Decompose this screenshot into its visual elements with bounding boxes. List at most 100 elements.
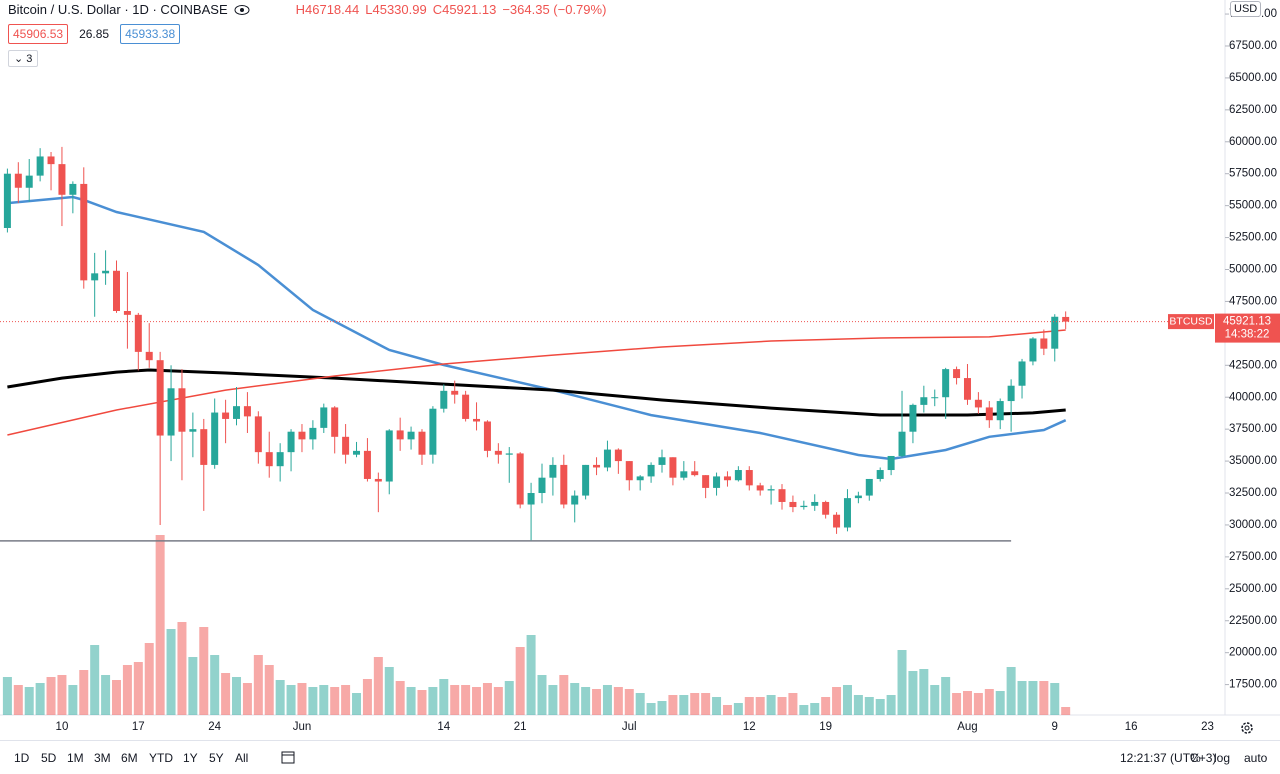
volume-bar <box>450 685 460 715</box>
candle-body <box>996 401 1004 421</box>
y-tick-label: 40000.00 <box>1229 391 1277 403</box>
candle-body <box>756 485 764 491</box>
scale-option[interactable]: log <box>1214 751 1231 765</box>
candle-body <box>407 431 415 440</box>
volume-bar <box>439 679 449 715</box>
candle-body <box>102 270 110 274</box>
volume-bar <box>504 681 514 715</box>
volume-bar <box>766 695 776 715</box>
candle-body <box>843 498 851 528</box>
candle-body <box>734 470 742 481</box>
y-tick-label: 52500.00 <box>1229 232 1277 244</box>
scale-option[interactable]: % <box>1190 751 1201 765</box>
volume-bar <box>679 695 689 715</box>
volume-bar <box>330 687 340 715</box>
volume-bar <box>1028 681 1038 715</box>
candle-body <box>440 390 448 409</box>
header: Bitcoin / U.S. Dollar · 1D · COINBASE H4… <box>8 2 606 17</box>
volume-bar <box>341 685 351 715</box>
candle-body <box>331 407 339 437</box>
volume-bar <box>101 675 111 715</box>
candle-body <box>963 378 971 400</box>
volume-bar <box>842 685 852 715</box>
y-tick-label: 17500.00 <box>1229 679 1277 691</box>
candle-body <box>909 404 917 432</box>
volume-bar <box>930 685 940 715</box>
volume-bar <box>68 685 78 715</box>
candle-body <box>309 427 317 440</box>
candle-body <box>429 408 437 455</box>
volume-bar <box>657 701 667 715</box>
candle-body <box>80 183 88 281</box>
range-button[interactable]: 1M <box>67 751 84 765</box>
volume-bar <box>973 693 983 715</box>
ohlc-close: C45921.13 <box>432 2 497 17</box>
candle-body <box>800 505 808 508</box>
volume-bar <box>515 647 525 715</box>
candle-body <box>396 430 404 440</box>
range-button[interactable]: All <box>235 751 249 765</box>
candle-body <box>778 489 786 502</box>
volume-bar <box>832 687 842 715</box>
candle-body <box>1040 338 1048 349</box>
x-tick-label: 24 <box>208 721 221 733</box>
range-button[interactable]: 3M <box>94 751 111 765</box>
candle-body <box>593 464 601 468</box>
currency[interactable]: USD <box>1230 1 1262 17</box>
settings-icon[interactable] <box>1241 722 1253 734</box>
range-button[interactable]: 6M <box>121 751 138 765</box>
candle-body <box>669 457 677 478</box>
candle-body <box>1051 316 1059 349</box>
x-tick-label: Jul <box>622 721 637 733</box>
candle-body <box>833 514 841 528</box>
candle-body <box>527 493 535 505</box>
volume-bar <box>592 689 602 715</box>
candle-body <box>691 471 699 476</box>
candle-body <box>211 412 219 465</box>
range-button[interactable]: YTD <box>149 751 173 765</box>
candle-body <box>538 477 546 494</box>
candle-body <box>789 501 797 508</box>
y-tick-label: 67500.00 <box>1229 40 1277 52</box>
eye-icon[interactable] <box>234 4 250 16</box>
volume-bar <box>962 691 972 715</box>
range-button[interactable]: 1D <box>14 751 30 765</box>
candle-body <box>614 449 622 462</box>
candle-body <box>876 470 884 479</box>
candle-body <box>25 175 33 188</box>
moving-average <box>7 368 1066 417</box>
clock: 12:21:37 (UTC+3) <box>1120 751 1217 765</box>
range-button[interactable]: 5Y <box>209 751 224 765</box>
candle-body <box>167 388 175 436</box>
volume-bar <box>864 697 874 715</box>
volume-bar <box>548 685 558 715</box>
candle-body <box>811 501 819 506</box>
volume-bar <box>362 679 372 715</box>
candle-body <box>320 407 328 428</box>
candle-body <box>898 431 906 456</box>
y-tick-label: 65000.00 <box>1229 72 1277 84</box>
candle-body <box>418 431 426 455</box>
candle-body <box>516 453 524 505</box>
volume-bar <box>875 699 885 715</box>
date-range-icon[interactable] <box>281 750 295 764</box>
y-tick-label: 30000.00 <box>1229 519 1277 531</box>
volume-bar <box>493 687 503 715</box>
volume-bar <box>112 680 121 715</box>
x-tick-label: 23 <box>1201 721 1214 733</box>
range-button[interactable]: 5D <box>41 751 57 765</box>
volume-bar <box>613 687 623 715</box>
volume-bar <box>275 680 285 715</box>
indicator-count-value: 3 <box>26 53 33 65</box>
candle-body <box>69 183 77 195</box>
candle-body <box>113 270 120 312</box>
volume-bar <box>810 703 820 715</box>
x-tick-label: 21 <box>514 721 527 733</box>
volume-bar <box>537 675 547 715</box>
volume-bar <box>79 670 89 715</box>
candle-body <box>582 464 590 496</box>
indicator-count[interactable]: ⌄ 3 <box>8 50 39 67</box>
scale-option[interactable]: auto <box>1244 751 1268 765</box>
range-button[interactable]: 1Y <box>183 751 198 765</box>
